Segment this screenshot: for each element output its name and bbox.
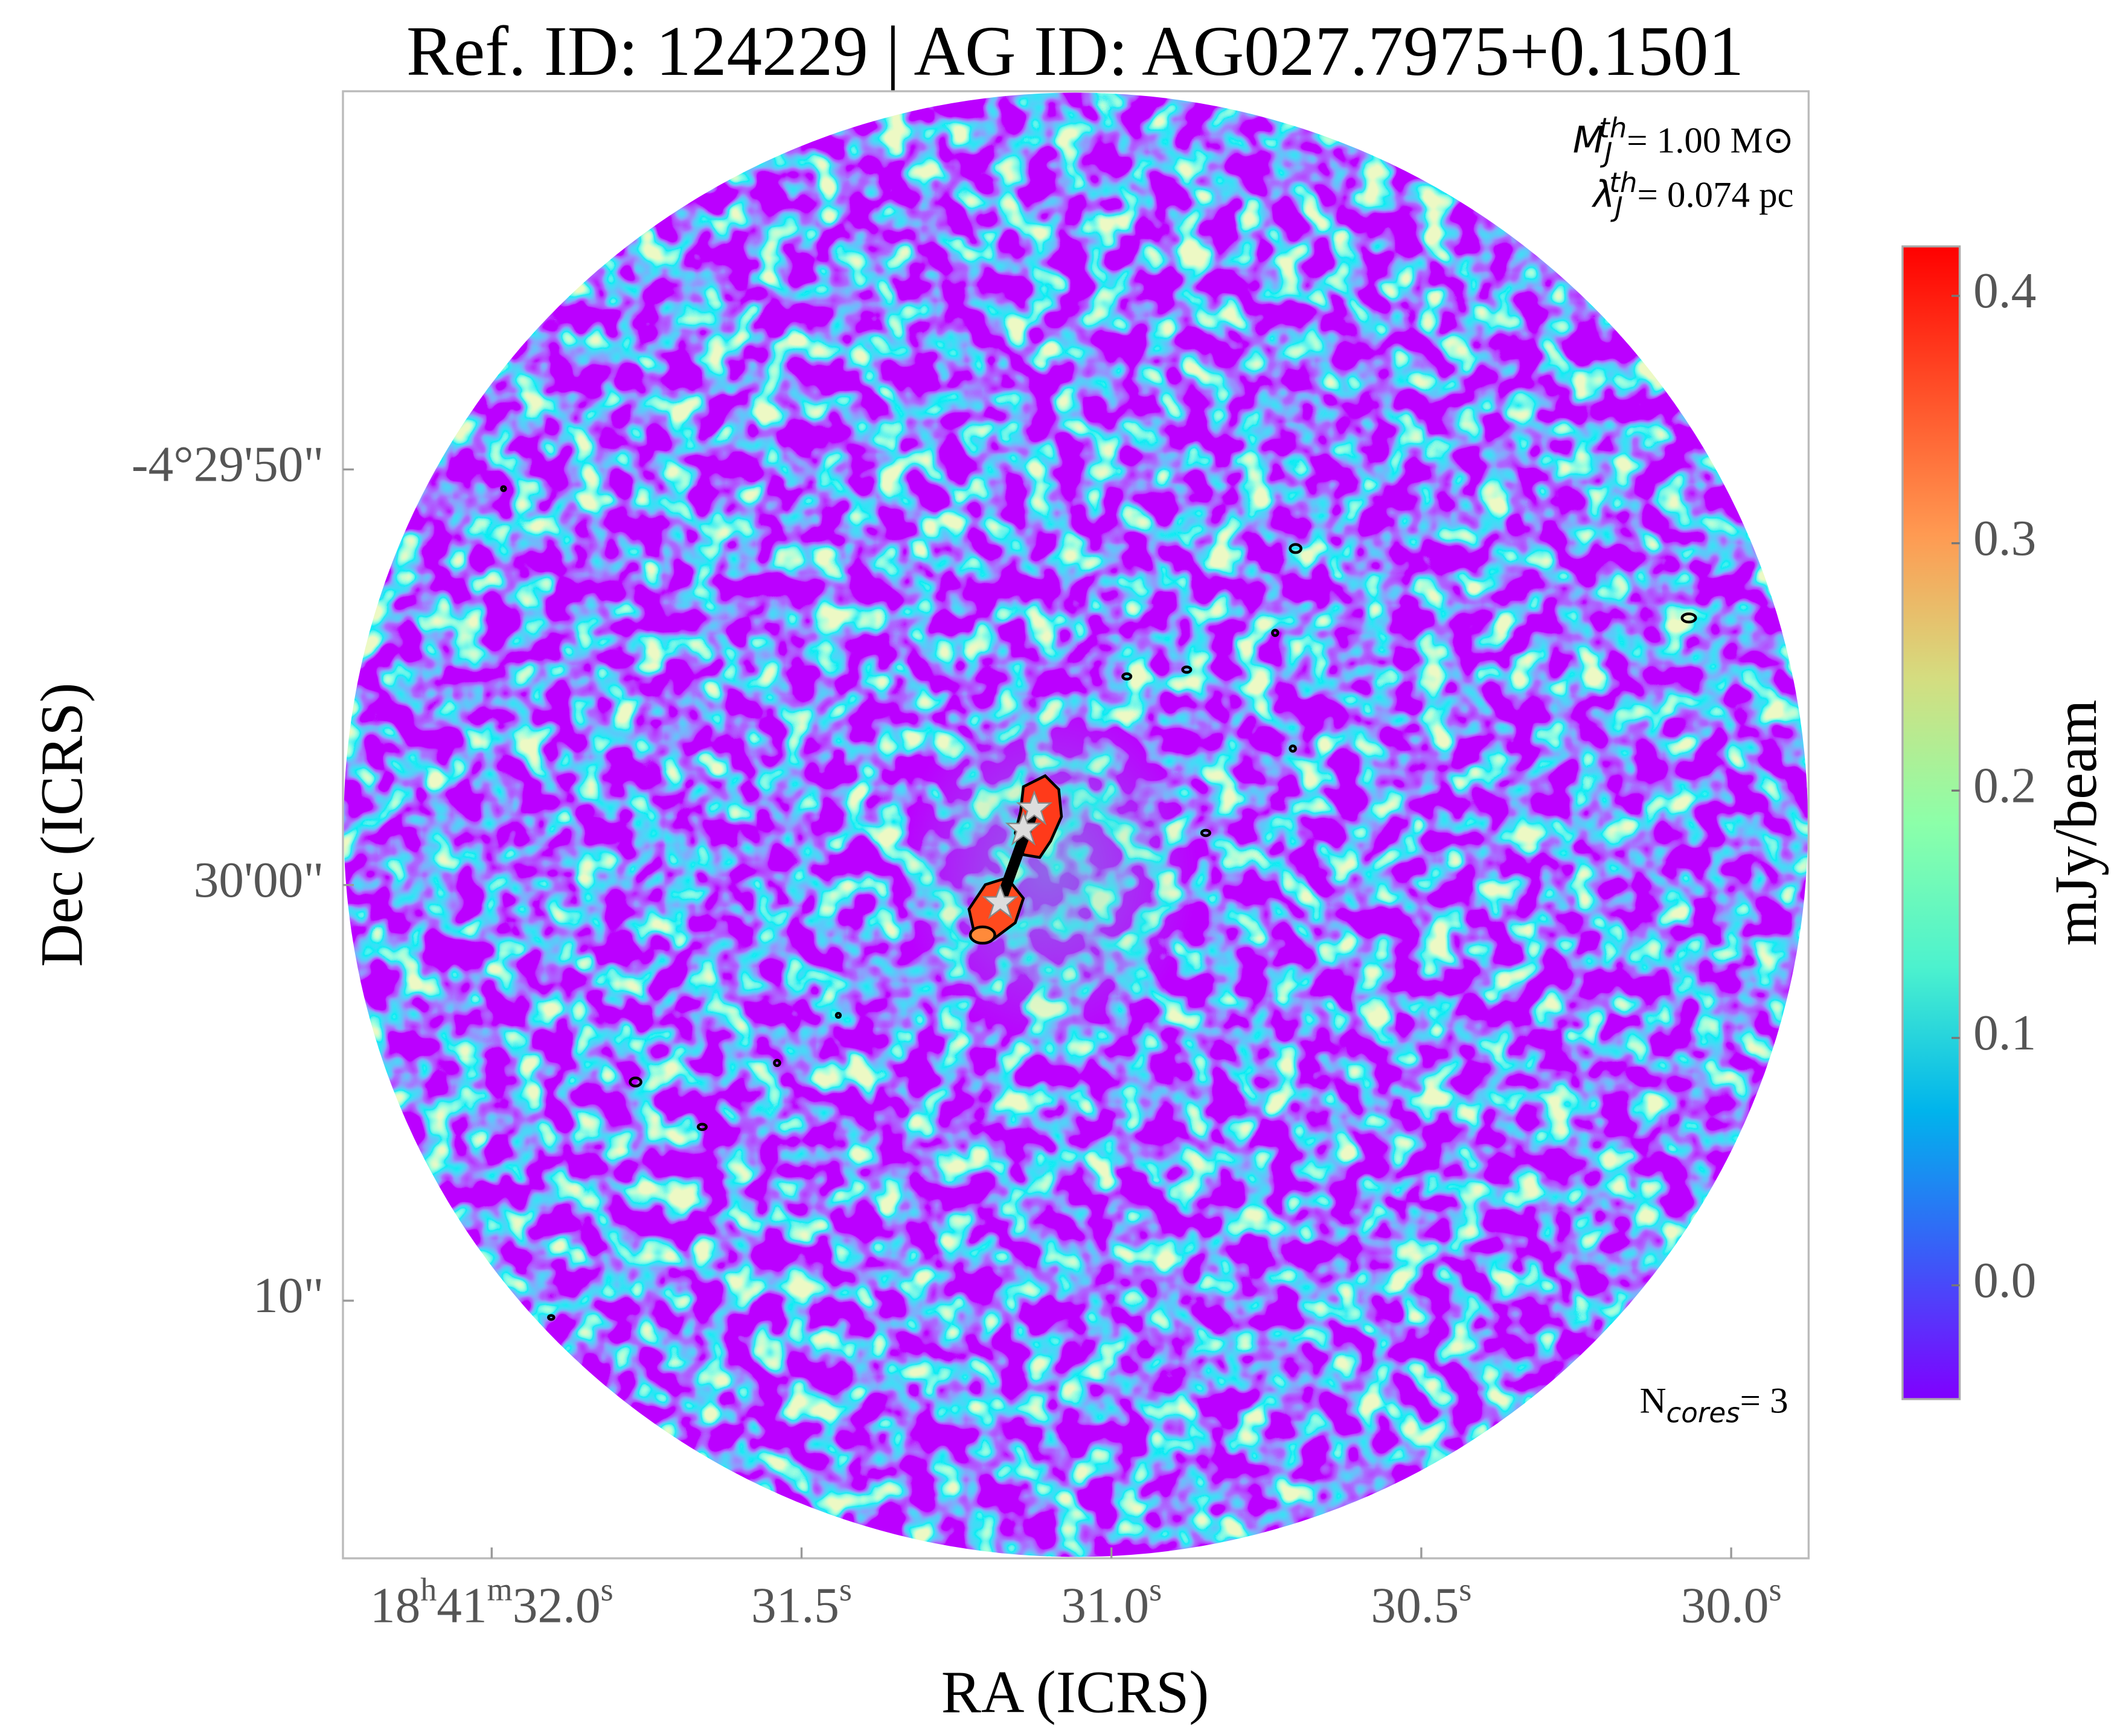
contours: [500, 485, 1697, 1321]
colorbar-tick-label: 0.4: [1973, 263, 2036, 319]
tick-label-part: s: [1459, 1572, 1471, 1608]
contour: [1181, 665, 1193, 674]
annotation: Ncores= 3: [1640, 1381, 1788, 1429]
x-tick-label: 31.0s: [1061, 1572, 1162, 1634]
core-star: [982, 884, 1019, 920]
tick-label-part: s: [1769, 1572, 1781, 1608]
core-star: [1005, 810, 1042, 846]
cores: [967, 774, 1063, 945]
contour: [1680, 612, 1697, 624]
y-tick-label: 10": [253, 1268, 324, 1324]
annotation: MJth= 1.00 M⊙: [1573, 112, 1794, 169]
annotation-superscript: th: [1609, 167, 1637, 199]
annotation-text: = 3: [1740, 1381, 1788, 1421]
annotation-symbol: N: [1640, 1381, 1667, 1421]
contour: [1289, 744, 1297, 753]
tick-label-part: 18: [370, 1578, 420, 1634]
annotation-text: = 1.00 M⊙: [1627, 121, 1793, 161]
colorbar-tick-label: 0.2: [1973, 758, 2036, 813]
contour: [1200, 828, 1211, 838]
annotation-subscript: cores: [1667, 1397, 1740, 1429]
y-axis-label: Dec (ICRS): [29, 682, 95, 967]
annotation-symbol: M: [1573, 120, 1605, 162]
annotation: λJth= 0.074 pc: [1591, 167, 1793, 223]
annotation-symbol: λ: [1591, 174, 1615, 216]
x-tick-label: 18h41m32.0s: [370, 1572, 613, 1634]
tick-label-part: 31.0: [1061, 1578, 1149, 1634]
contour: [1121, 672, 1133, 681]
colorbar: [1901, 245, 1961, 1400]
core-blob: [969, 925, 996, 945]
contour: [1271, 629, 1279, 637]
contour: [629, 1076, 642, 1087]
x-tick-label: 30.0s: [1681, 1572, 1782, 1634]
tick-label-part: s: [601, 1572, 613, 1608]
contour: [696, 1123, 708, 1132]
x-tick-label: 30.5s: [1371, 1572, 1471, 1634]
tick-label-part: 30.0: [1681, 1578, 1769, 1634]
chart-title: Ref. ID: 124229 | AG ID: AG027.7975+0.15…: [406, 13, 1744, 91]
central-emission: [898, 694, 1198, 1048]
x-tick-label: 31.5s: [751, 1572, 852, 1634]
contour: [773, 1059, 781, 1068]
colorbar-tick-label: 0.3: [1973, 511, 2036, 566]
tick-label-part: 32.0: [513, 1578, 601, 1634]
tick-label-part: 30.5: [1371, 1578, 1459, 1634]
colorbar-tick-label: 0.0: [1973, 1253, 2036, 1308]
core-star: [1016, 790, 1053, 825]
contour: [834, 1011, 842, 1019]
contour: [500, 485, 507, 492]
tick-label-part: s: [839, 1572, 852, 1608]
tick-label-part: m: [487, 1572, 513, 1608]
y-tick-label: -4°29'50": [132, 437, 324, 493]
colorbar-tick-label: 0.1: [1973, 1005, 2036, 1061]
tick-label-part: 31.5: [751, 1578, 839, 1634]
tick-label-part: h: [420, 1572, 437, 1608]
intensity-map: [344, 92, 1808, 1557]
y-tick-label: 30'00": [194, 853, 324, 908]
contour: [1289, 543, 1302, 554]
frame: [342, 90, 1810, 1560]
x-axis-label: RA (ICRS): [941, 1659, 1209, 1725]
annotation-superscript: th: [1599, 112, 1627, 144]
colorbar-label: mJy/beam: [2043, 700, 2109, 946]
tick-label-part: s: [1149, 1572, 1162, 1608]
tick-label-part: 41: [437, 1578, 487, 1634]
contour: [547, 1314, 556, 1321]
annotation-text: = 0.074 pc: [1638, 175, 1794, 216]
